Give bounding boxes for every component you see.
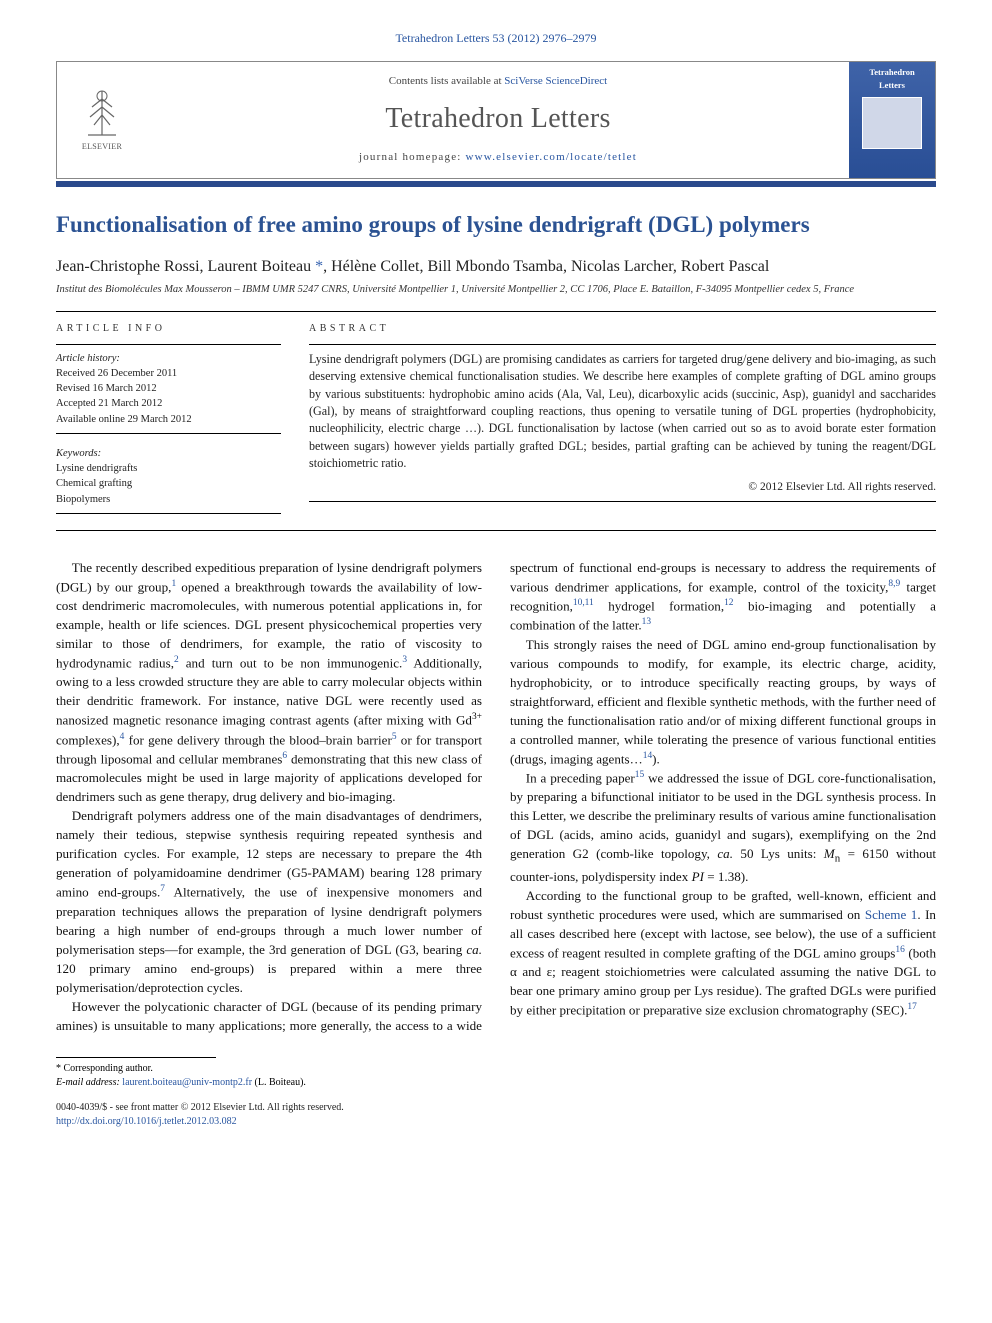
sup-3plus: 3+ xyxy=(472,712,482,722)
copyright-line: © 2012 Elsevier Ltd. All rights reserved… xyxy=(309,479,936,495)
cover-title-bottom: Letters xyxy=(879,81,905,90)
history-revised: Revised 16 March 2012 xyxy=(56,381,281,396)
body-para-6: According to the functional group to be … xyxy=(510,887,936,1021)
header-center: Contents lists available at SciVerse Sci… xyxy=(147,62,849,178)
author-list: Jean-Christophe Rossi, Laurent Boiteau *… xyxy=(56,256,936,278)
keyword-3: Biopolymers xyxy=(56,492,281,507)
elsevier-tree-icon xyxy=(78,87,126,139)
ref-8-9[interactable]: 8,9 xyxy=(888,579,900,589)
article-body: The recently described expeditious prepa… xyxy=(56,559,936,1036)
ref-10-11[interactable]: 10,11 xyxy=(573,598,594,608)
article-info-label: ARTICLE INFO xyxy=(56,322,281,336)
body-para-4: This strongly raises the need of DGL ami… xyxy=(510,636,936,769)
article-info-column: ARTICLE INFO Article history: Received 2… xyxy=(56,322,281,520)
rule-top xyxy=(56,311,936,312)
accent-bar xyxy=(56,181,936,187)
ref-17[interactable]: 17 xyxy=(907,1002,916,1012)
email-suffix: (L. Boiteau). xyxy=(252,1077,306,1088)
scheme-1-link[interactable]: Scheme 1 xyxy=(865,907,917,922)
cover-image-placeholder xyxy=(862,97,922,149)
footer-bar: 0040-4039/$ - see front matter © 2012 El… xyxy=(56,1101,936,1129)
info-rule-2 xyxy=(56,433,281,434)
abs-rule-2 xyxy=(309,501,936,502)
body-para-2: Dendrigraft polymers address one of the … xyxy=(56,807,482,997)
email-label: E-mail address: xyxy=(56,1077,122,1088)
email-link[interactable]: laurent.boiteau@univ-montp2.fr xyxy=(122,1077,252,1088)
corresponding-author-footnote: * Corresponding author. E-mail address: … xyxy=(56,1062,936,1089)
publisher-label: ELSEVIER xyxy=(82,141,122,152)
corresponding-author-link[interactable]: * xyxy=(311,258,323,275)
email-line: E-mail address: laurent.boiteau@univ-mon… xyxy=(56,1076,936,1090)
ref-5[interactable]: 5 xyxy=(392,732,397,742)
info-rule-1 xyxy=(56,344,281,345)
ref-1[interactable]: 1 xyxy=(171,579,176,589)
homepage-link[interactable]: www.elsevier.com/locate/tetlet xyxy=(466,151,638,163)
doi-link[interactable]: http://dx.doi.org/10.1016/j.tetlet.2012.… xyxy=(56,1116,237,1127)
abstract-column: ABSTRACT Lysine dendrigraft polymers (DG… xyxy=(309,322,936,520)
corr-label: * Corresponding author. xyxy=(56,1062,936,1076)
keywords-head: Keywords: xyxy=(56,446,281,461)
cover-title-top: Tetrahedron xyxy=(869,68,914,77)
ref-3[interactable]: 3 xyxy=(402,655,407,665)
body-para-5: In a preceding paper15 we addressed the … xyxy=(510,769,936,887)
elsevier-logo: ELSEVIER xyxy=(70,84,134,156)
ref-16[interactable]: 16 xyxy=(895,945,904,955)
history-accepted: Accepted 21 March 2012 xyxy=(56,396,281,411)
info-rule-3 xyxy=(56,513,281,514)
ref-13[interactable]: 13 xyxy=(642,617,651,627)
info-abstract-row: ARTICLE INFO Article history: Received 2… xyxy=(56,322,936,520)
rule-before-body xyxy=(56,530,936,531)
article-title: Functionalisation of free amino groups o… xyxy=(56,211,936,240)
history-online: Available online 29 March 2012 xyxy=(56,412,281,427)
ref-6[interactable]: 6 xyxy=(282,751,287,761)
ref-2[interactable]: 2 xyxy=(174,655,179,665)
ref-7[interactable]: 7 xyxy=(160,884,165,894)
body-para-1: The recently described expeditious prepa… xyxy=(56,559,482,808)
publisher-logo-area: ELSEVIER xyxy=(57,62,147,178)
contents-prefix: Contents lists available at xyxy=(389,75,504,87)
history-head: Article history: xyxy=(56,351,281,366)
ref-14[interactable]: 14 xyxy=(643,751,652,761)
ref-12[interactable]: 12 xyxy=(724,598,733,608)
abs-rule-1 xyxy=(309,344,936,345)
footnote-rule xyxy=(56,1057,216,1058)
history-received: Received 26 December 2011 xyxy=(56,366,281,381)
footer-left: 0040-4039/$ - see front matter © 2012 El… xyxy=(56,1101,344,1129)
ref-4[interactable]: 4 xyxy=(120,732,125,742)
homepage-prefix: journal homepage: xyxy=(359,151,466,163)
ref-15[interactable]: 15 xyxy=(635,770,644,780)
abstract-text: Lysine dendrigraft polymers (DGL) are pr… xyxy=(309,351,936,473)
journal-title: Tetrahedron Letters xyxy=(147,99,849,138)
abstract-label: ABSTRACT xyxy=(309,322,936,336)
keyword-2: Chemical grafting xyxy=(56,476,281,491)
article-history: Article history: Received 26 December 20… xyxy=(56,351,281,507)
journal-header: ELSEVIER Contents lists available at Sci… xyxy=(56,61,936,179)
affiliation: Institut des Biomolécules Max Mousseron … xyxy=(56,283,936,297)
doi-line: http://dx.doi.org/10.1016/j.tetlet.2012.… xyxy=(56,1115,344,1129)
contents-available-line: Contents lists available at SciVerse Sci… xyxy=(147,74,849,89)
homepage-line: journal homepage: www.elsevier.com/locat… xyxy=(147,150,849,165)
journal-cover-thumb: Tetrahedron Letters xyxy=(849,62,935,178)
journal-reference: Tetrahedron Letters 53 (2012) 2976–2979 xyxy=(56,30,936,47)
scidirect-link[interactable]: SciVerse ScienceDirect xyxy=(504,75,607,87)
keyword-1: Lysine dendrigrafts xyxy=(56,461,281,476)
front-matter-line: 0040-4039/$ - see front matter © 2012 El… xyxy=(56,1101,344,1115)
